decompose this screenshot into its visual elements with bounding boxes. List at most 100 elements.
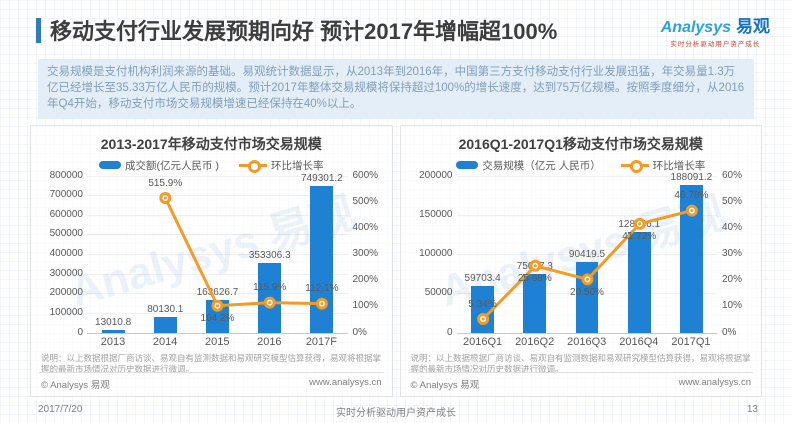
chart-title: 2016Q1-2017Q1移动支付市场交易规模	[458, 135, 703, 152]
growth-rate-label: 5.34%	[468, 298, 497, 310]
bar-value-label: 353306.3	[248, 250, 291, 262]
chart-legend: 成交额(亿元人民币 ) 环比增长率	[39, 158, 384, 173]
legend-line-label: 环比增长率	[270, 159, 324, 172]
copyright-text: © Analysys 易观	[410, 379, 480, 391]
logo-brand-en: Analysys	[660, 19, 731, 36]
gridline	[87, 214, 348, 216]
growth-rate-label: 20.50%	[570, 286, 604, 298]
x-tick-2014: 2014	[152, 335, 178, 348]
bar-2013	[101, 330, 125, 333]
logo-tagline: 实时分析驱动用户资产成长	[670, 41, 761, 48]
y-tick-left: 300000	[49, 267, 83, 279]
bar-swatch-icon	[456, 161, 479, 170]
chart-note: 说明：以上数据根据厂商访谈、易观自有监测数据和易观研究模型估算获得，易观将根据掌…	[410, 352, 751, 375]
growth-line	[476, 204, 698, 325]
legend-item-line: 环比增长率	[620, 158, 706, 173]
growth-line	[159, 191, 328, 312]
bar-2016Q2	[523, 273, 547, 333]
y-tick-left: 150000	[419, 208, 453, 220]
growth-rate-label: 46.78%	[674, 190, 709, 202]
website-link: www.analysys.cn	[309, 376, 382, 388]
x-tick-2017Q1: 2017Q1	[671, 335, 711, 348]
legend-bar-label: 交易规模（亿元 人民币）	[482, 159, 601, 172]
y-tick-left: 0	[446, 326, 453, 338]
bar-value-label: 749301.2	[301, 172, 343, 184]
growth-rate-label: 515.9%	[148, 177, 183, 189]
gridline	[456, 175, 717, 177]
chart-card-annual: Analysys 易观 2013-2017年移动支付市场交易规模 成交额(亿元人…	[30, 124, 393, 397]
bar-value-label: 59703.4	[464, 272, 501, 284]
gridline	[87, 234, 348, 236]
bar-swatch-icon	[99, 161, 122, 170]
x-tick-2016Q3: 2016Q3	[567, 335, 607, 348]
gridline	[87, 254, 348, 256]
y-tick-left: 100000	[419, 248, 453, 260]
footer-date: 2017/7/20	[38, 403, 83, 415]
gridline	[456, 214, 717, 216]
y-tick-right: 100%	[352, 300, 379, 312]
logo-brand-cn: 易观	[736, 17, 770, 36]
plot-area: 59703.475037.390419.5128146.1188091.25.3…	[456, 172, 717, 334]
charts-row: Analysys 易观 2013-2017年移动支付市场交易规模 成交额(亿元人…	[30, 124, 762, 397]
intro-paragraph: 交易规模是支付机构利润来源的基础。易观统计数据显示，从2013年到2016年，中…	[38, 59, 754, 119]
bar-value-label: 188091.2	[670, 171, 713, 183]
bar-2017Q1	[679, 184, 703, 333]
card-footer: © Analysys 易观 www.analysys.cn	[408, 371, 753, 396]
growth-rate-label: 112.1%	[305, 283, 339, 295]
y-tick-right: 30%	[722, 248, 743, 260]
header: 移动支付行业发展预期向好 预计2017年增幅超100% Analysys 易观 …	[36, 10, 770, 54]
x-axis-labels: 2013 2014 2015 2016 2017F	[87, 336, 348, 348]
growth-rate-label: 25.68%	[517, 273, 552, 285]
y-tick-right: 40%	[722, 221, 743, 233]
y-tick-right: 500%	[352, 195, 379, 207]
chart-note: 说明：以上数据根据厂商访谈、易观自有监测数据和易观研究模型估算获得，易观将根据掌…	[41, 352, 382, 375]
analysys-logo: Analysys 易观 实时分析驱动用户资产成长	[661, 12, 770, 48]
bar-2017F	[310, 185, 334, 333]
bar-2014	[153, 316, 177, 333]
y-tick-right: 20%	[722, 274, 743, 286]
y-tick-right: 200%	[352, 274, 379, 286]
y-tick-left: 200000	[419, 169, 453, 181]
y-tick-left: 700000	[49, 189, 83, 201]
logo-wordmark: Analysys 易观	[661, 12, 770, 37]
line-swatch-icon	[620, 159, 649, 173]
x-tick-2013: 2013	[100, 335, 126, 348]
card-footer: © Analysys 易观 www.analysys.cn	[39, 371, 384, 396]
y-tick-right: 10%	[722, 300, 743, 312]
x-tick-2016Q1: 2016Q1	[462, 335, 503, 348]
gridline	[456, 254, 717, 256]
gridline	[87, 175, 348, 177]
y-tick-right: 300%	[352, 248, 379, 260]
y-tick-right: 50%	[722, 195, 743, 207]
y-tick-left: 500000	[49, 228, 83, 240]
y-tick-right: 600%	[352, 169, 379, 181]
y-tick-left: 800000	[49, 169, 83, 181]
x-tick-2016: 2016	[257, 335, 282, 348]
footer-slogan: 实时分析驱动用户资产成长	[336, 407, 456, 419]
y-tick-left: 600000	[49, 208, 83, 220]
title-wrap: 移动支付行业发展预期向好 预计2017年增幅超100%	[36, 14, 557, 46]
y-axis-right: 0% 10% 20% 30% 40% 50% 60%	[717, 170, 753, 338]
y-tick-left: 0	[77, 326, 83, 338]
legend-item-bar: 交易规模（亿元 人民币）	[456, 158, 601, 173]
copyright-text: © Analysys 易观	[41, 379, 110, 391]
x-tick-2017F: 2017F	[305, 335, 338, 348]
y-tick-left: 100000	[49, 306, 83, 318]
y-tick-right: 400%	[352, 221, 379, 233]
chart-title: 2013-2017年移动支付市场交易规模	[100, 135, 322, 152]
gridline	[87, 273, 348, 275]
bar-value-label: 80130.1	[147, 303, 184, 315]
growth-rate-label: 115.9%	[253, 282, 287, 294]
bar-value-label: 163626.7	[196, 287, 239, 299]
bar-2016Q4	[627, 231, 651, 333]
x-tick-2016Q4: 2016Q4	[619, 335, 659, 348]
title-accent-bar	[36, 17, 41, 43]
x-axis-labels: 2016Q1 2016Q2 2016Q3 2016Q4 2017Q1	[457, 336, 718, 348]
chart-body: 0 50000 100000 150000 200000 59703.475037.39…	[409, 170, 754, 338]
bar-2015	[206, 300, 229, 333]
bar-2016Q1	[471, 285, 495, 333]
y-axis-left: 0 100000 200000 300000 400000 500000 600000 700…	[39, 170, 87, 338]
x-tick-2016Q2: 2016Q2	[515, 335, 555, 348]
legend-line-label: 环比增长率	[652, 159, 706, 172]
